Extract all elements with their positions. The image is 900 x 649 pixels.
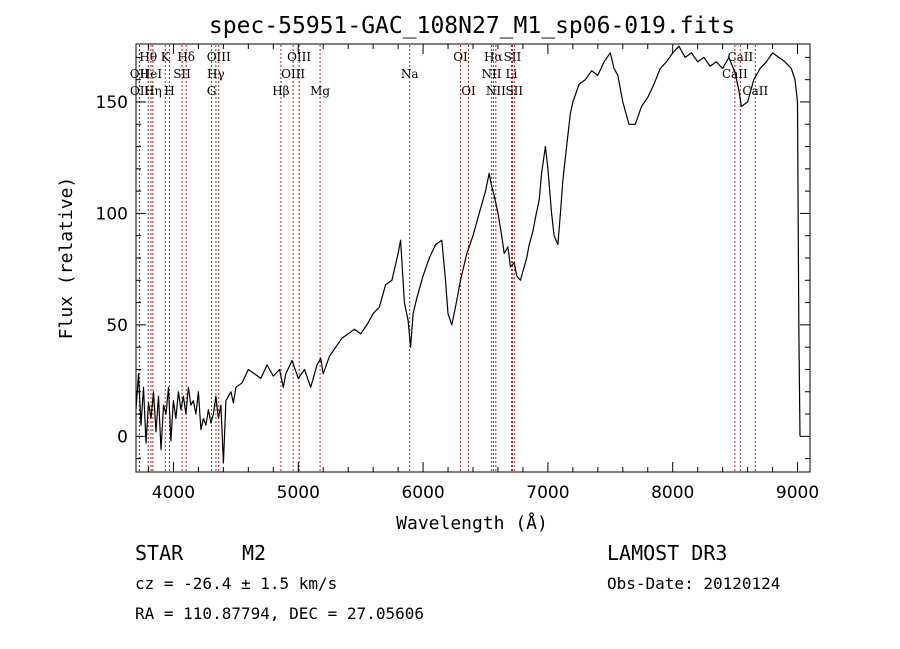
y-tick-label-3: 150: [96, 93, 128, 113]
line-label-23: NII: [486, 84, 506, 98]
line-label-1: OII: [130, 67, 150, 81]
line-label-22: Li: [506, 67, 518, 81]
x-axis-label: Wavelength (Å): [396, 512, 548, 534]
y-axis-ticks: 0 50 100 150: [96, 56, 810, 460]
line-label-4: Hη: [144, 84, 162, 98]
plot-frame: [135, 43, 811, 473]
line-label-8: Hδ: [177, 50, 195, 64]
y-tick-label-1: 50: [106, 316, 128, 336]
y-axis-label: Flux (relative): [56, 177, 77, 340]
x-tick-label-1: 5000: [277, 483, 320, 503]
line-label-18: OI: [461, 84, 476, 98]
object-subclass: M2: [242, 541, 266, 565]
line-label-13: OIII: [281, 67, 305, 81]
line-label-21: NII: [481, 67, 501, 81]
line-label-0: Hθ: [139, 50, 157, 64]
redshift-velocity: cz = -26.4 ± 1.5 km/s: [135, 574, 337, 593]
x-tick-label-0: 4000: [152, 483, 195, 503]
x-tick-label-3: 7000: [526, 483, 569, 503]
line-label-24: SII: [505, 84, 523, 98]
observation-date: Obs-Date: 20120124: [607, 574, 780, 593]
line-label-7: H: [164, 84, 174, 98]
line-label-15: Mg: [310, 84, 330, 98]
line-label-2: OII: [130, 84, 150, 98]
spectrum-series: [135, 45, 801, 464]
line-label-3: HeI: [140, 67, 163, 81]
survey-name: LAMOST DR3: [607, 541, 727, 565]
x-axis-ticks: 4000 5000 6000 7000 8000 9000: [147, 44, 819, 503]
object-class: STAR: [135, 541, 184, 565]
y-tick-label-0: 0: [117, 427, 128, 447]
line-label-10: Hγ: [207, 67, 225, 81]
y-tick-label-2: 100: [96, 204, 128, 224]
line-label-6: SII: [173, 67, 191, 81]
line-label-17: OI: [453, 50, 468, 64]
x-tick-label-4: 8000: [651, 483, 694, 503]
x-tick-label-5: 9000: [776, 483, 819, 503]
x-tick-label-2: 6000: [401, 483, 444, 503]
line-label-11: G: [207, 84, 217, 98]
line-label-16: Na: [401, 67, 419, 81]
line-label-25: CaII: [727, 50, 753, 64]
line-label-19: Hα: [484, 50, 503, 64]
line-label-12: OIII: [287, 50, 311, 64]
spectrum-line: [135, 45, 801, 464]
sky-coordinates: RA = 110.87794, DEC = 27.05606: [135, 604, 424, 623]
line-label-9: OIII: [207, 50, 231, 64]
line-label-5: K: [161, 50, 171, 64]
chart-title: spec-55951-GAC_108N27_M1_sp06-019.fits: [209, 13, 735, 39]
line-label-27: CaII: [742, 84, 768, 98]
line-label-14: Hβ: [272, 84, 289, 98]
line-label-20: SII: [504, 50, 522, 64]
emission-line-markers: [138, 45, 756, 471]
